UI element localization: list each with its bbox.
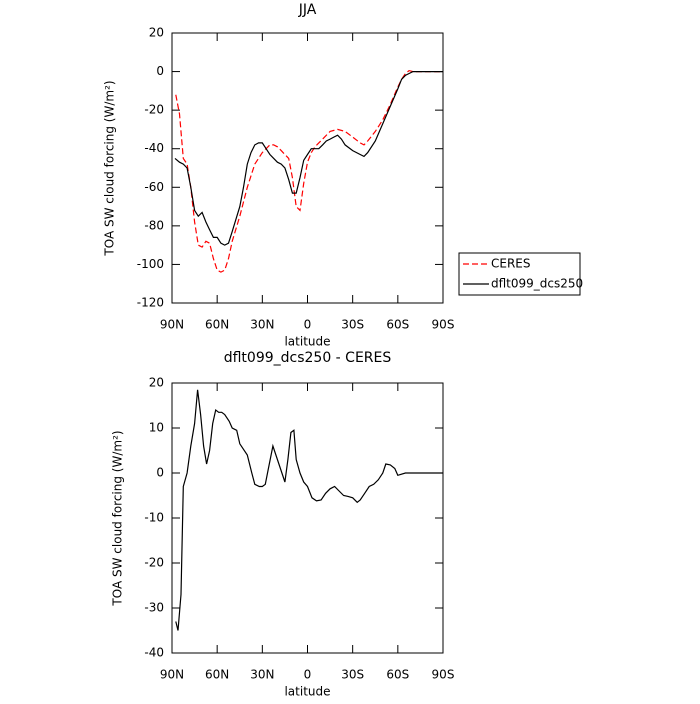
y-axis-label: TOA SW cloud forcing (W/m²) [111, 430, 125, 606]
chart-title: JJA [298, 2, 317, 18]
y-tick-label: -80 [144, 218, 164, 232]
y-tick-label: -20 [144, 103, 164, 117]
y-tick-label: -120 [137, 296, 164, 310]
x-axis-label: latitude [284, 685, 330, 699]
legend-box [458, 252, 581, 296]
x-tick-label: 30S [341, 668, 364, 682]
legend-label: CERES [491, 257, 531, 271]
legend-label: dflt099_dcs250 [491, 277, 583, 291]
data-line [175, 69, 443, 273]
x-tick-label: 60N [205, 668, 229, 682]
y-tick-label: 0 [156, 64, 164, 78]
y-tick-label: -40 [144, 646, 164, 660]
x-tick-label: 30N [250, 318, 274, 332]
y-tick-label: -40 [144, 141, 164, 155]
x-tick-label: 90S [432, 668, 455, 682]
x-tick-label: 30N [250, 668, 274, 682]
x-tick-label: 90S [432, 318, 455, 332]
data-line [175, 389, 443, 631]
x-tick-label: 0 [304, 318, 312, 332]
chart-title: dflt099_dcs250 - CERES [224, 350, 392, 366]
x-tick-label: 60S [386, 318, 409, 332]
y-tick-label: 10 [149, 421, 164, 435]
y-tick-label: -10 [144, 511, 164, 525]
x-axis-label: latitude [284, 335, 330, 349]
x-tick-label: 60N [205, 318, 229, 332]
y-tick-label: -30 [144, 601, 164, 615]
y-tick-label: -20 [144, 556, 164, 570]
x-tick-label: 0 [304, 668, 312, 682]
y-tick-label: 20 [149, 376, 164, 390]
plot-frame [171, 32, 444, 304]
x-tick-label: 60S [386, 668, 409, 682]
y-tick-label: -100 [137, 257, 164, 271]
x-tick-label: 90N [160, 668, 184, 682]
y-axis-label: TOA SW cloud forcing (W/m²) [103, 80, 117, 256]
y-tick-label: 0 [156, 466, 164, 480]
y-tick-label: -60 [144, 180, 164, 194]
y-tick-label: 20 [149, 26, 164, 40]
x-tick-label: 30S [341, 318, 364, 332]
x-tick-label: 90N [160, 318, 184, 332]
data-line [174, 71, 443, 246]
